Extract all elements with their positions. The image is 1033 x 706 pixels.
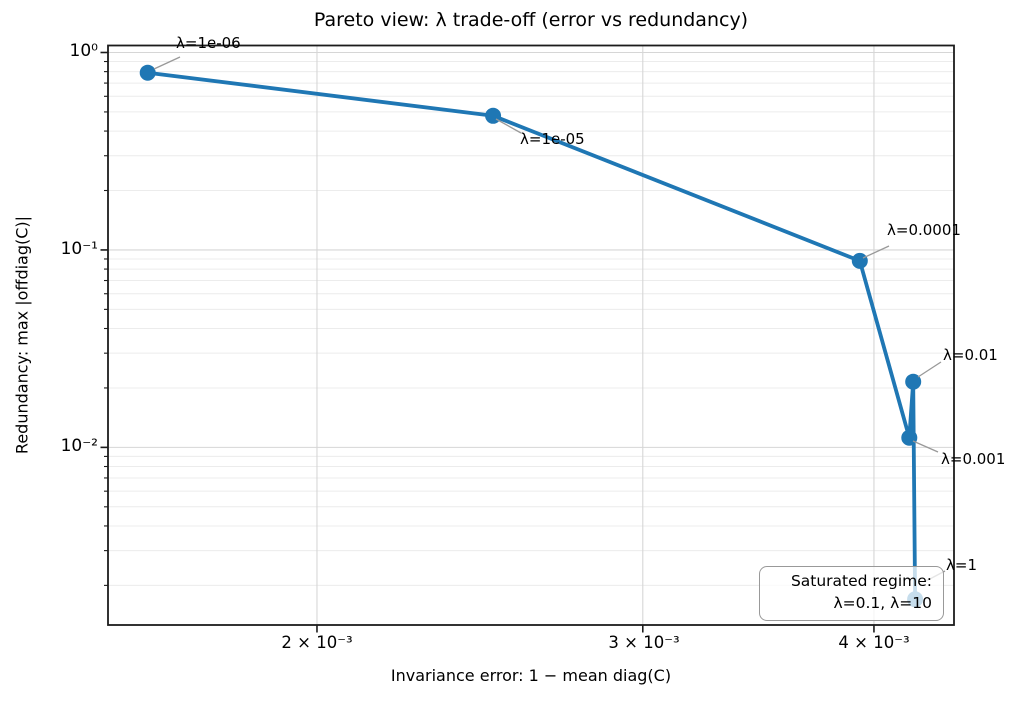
annotation-lambda-0.0001: λ=0.0001 — [887, 221, 961, 239]
y-tick-label-1e-1: 10⁻¹ — [60, 239, 98, 259]
y-tick-label-1e0: 10⁰ — [69, 41, 98, 61]
axes-spines — [107, 44, 955, 626]
annotation-lambda-0.001: λ=0.001 — [941, 450, 1006, 468]
y-axis-label: Redundancy: max |offdiag(C)| — [12, 215, 32, 455]
y-minor-gridlines — [108, 61, 954, 586]
saturated-regime-line2: λ=0.1, λ=10 — [833, 593, 932, 612]
annotation-lambda-1e-06: λ=1e-06 — [176, 34, 241, 52]
tick-marks — [100, 51, 875, 633]
x-axis-label: Invariance error: 1 − mean diag(C) — [390, 666, 672, 685]
major-gridlines — [108, 45, 954, 625]
annotation-lambda-0.01: λ=0.01 — [943, 346, 998, 364]
pareto-line — [145, 70, 917, 602]
x-tick-label-4e-3: 4 × 10⁻³ — [838, 633, 910, 652]
annotation-lambda-1: λ=1 — [946, 556, 977, 574]
annotation-lambda-1e-05: λ=1e-05 — [520, 130, 585, 148]
saturated-regime-callout: Saturated regime: λ=0.1, λ=10 — [759, 566, 944, 621]
x-tick-label-2e-3: 2 × 10⁻³ — [281, 633, 353, 652]
x-tick-label-3e-3: 3 × 10⁻³ — [608, 633, 680, 652]
y-tick-label-1e-2: 10⁻² — [60, 436, 98, 456]
chart-title: Pareto view: λ trade-off (error vs redun… — [313, 9, 749, 31]
saturated-regime-line1: Saturated regime: — [790, 572, 932, 590]
